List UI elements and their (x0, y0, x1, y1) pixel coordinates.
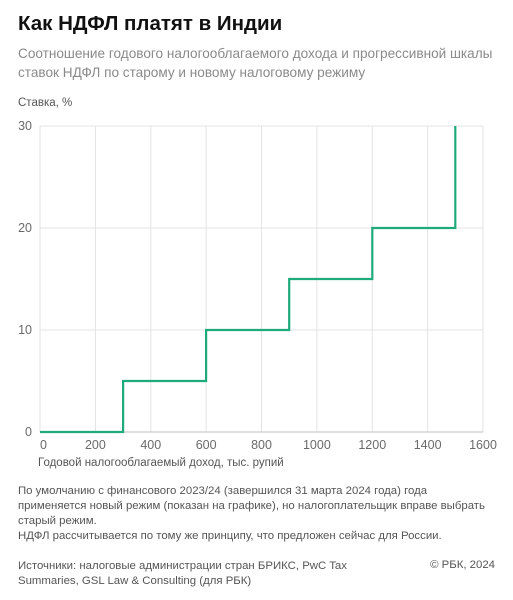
x-tick-label: 400 (140, 438, 161, 452)
copyright-text: © РБК, 2024 (430, 559, 495, 571)
tick-labels: 0 200 400 600 800 1000 1200 1400 1600 0 10 20 30 (18, 119, 497, 452)
note-line-2: НДФЛ рассчитывается по тому же принципу,… (18, 530, 442, 542)
chart-subtitle: Соотношение годового налогооблагаемого д… (18, 46, 493, 80)
source-text: Источники: налоговые администрации стран… (18, 560, 347, 587)
x-tick-label: 1600 (469, 438, 497, 452)
y-tick-label: 30 (18, 119, 32, 133)
y-tick-label: 0 (25, 425, 32, 439)
y-axis-label: Ставка, % (18, 97, 73, 109)
x-tick-label: 1200 (358, 438, 386, 452)
x-tick-label: 1000 (303, 438, 331, 452)
grid-lines (39, 125, 484, 433)
series-line (40, 126, 457, 434)
chart-note: По умолчанию с финансового 2023/24 (заве… (18, 484, 498, 544)
x-tick-label: 200 (85, 438, 106, 452)
note-line-1: По умолчанию с финансового 2023/24 (заве… (18, 485, 485, 527)
x-tick-label: 1400 (414, 438, 442, 452)
x-tick-label: 800 (251, 438, 272, 452)
x-axis-label: Годовой налогооблагаемый доход, тыс. руп… (38, 457, 284, 469)
y-tick-label: 20 (18, 221, 32, 235)
chart-title: Как НДФЛ платят в Индии (18, 12, 283, 35)
x-tick-label: 0 (40, 438, 47, 452)
y-tick-label: 10 (18, 323, 32, 337)
step-chart: 0 200 400 600 800 1000 1200 1400 1600 0 10 20 30 (18, 119, 497, 452)
x-tick-label: 600 (196, 438, 217, 452)
